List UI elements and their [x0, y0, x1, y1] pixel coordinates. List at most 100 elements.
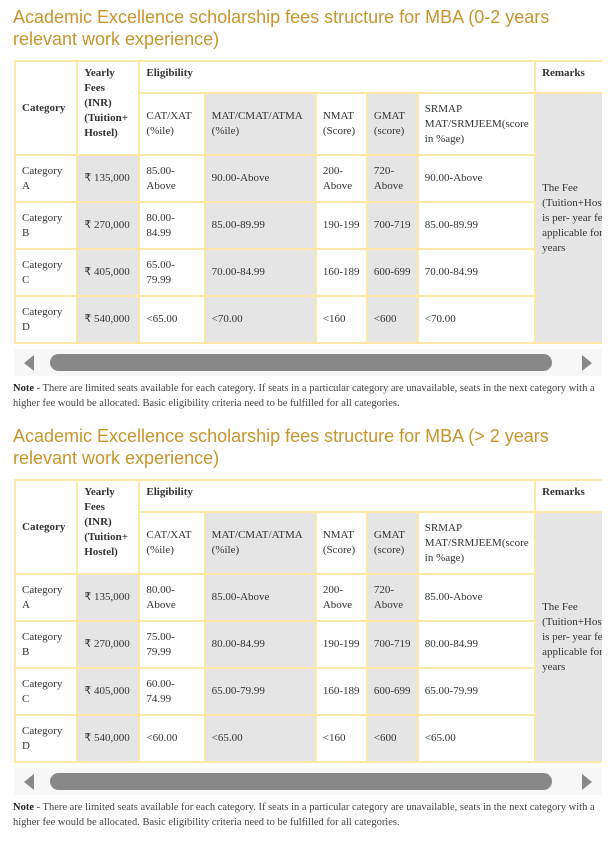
category-cell: Category D — [14, 714, 79, 763]
note-text: - There are limited seats available for … — [13, 383, 595, 409]
eligibility-cell: 90.00-Above — [203, 154, 317, 203]
subheader-cell: NMAT (Score) — [314, 92, 368, 156]
category-cell: Category A — [14, 573, 79, 622]
fee-cell: ₹ 405,000 — [76, 248, 141, 297]
eligibility-cell: 70.00-84.99 — [203, 248, 317, 297]
remarks-cell: The Fee (Tuition+Hostel) is per- year fe… — [534, 92, 602, 344]
fees-table: Category Yearly Fees (INR) (Tuition+ Host… — [14, 60, 602, 344]
subheader-cell: MAT/CMAT/ATMA (%ile) — [203, 92, 317, 156]
eligibility-cell: 85.00-Above — [416, 573, 537, 622]
eligibility-cell: <160 — [314, 714, 368, 763]
header-remarks: Remarks — [534, 479, 602, 513]
header-eligibility: Eligibility — [138, 60, 537, 94]
scroll-left-arrow-icon[interactable] — [24, 355, 34, 371]
subheader-cell: GMAT (score) — [365, 511, 419, 575]
header-row: Category Yearly Fees (INR) (Tuition+ Host… — [14, 60, 602, 156]
scrollbar-thumb[interactable] — [50, 773, 552, 790]
section-title: Academic Excellence scholarship fees str… — [13, 426, 549, 468]
subheader-cell: GMAT (score) — [365, 92, 419, 156]
fee-section: Academic Excellence scholarship fees str… — [0, 0, 616, 411]
category-cell: Category C — [14, 248, 79, 297]
eligibility-cell: 70.00-84.99 — [416, 248, 537, 297]
eligibility-cell: 85.00-Above — [203, 573, 317, 622]
eligibility-cell: 200-Above — [314, 154, 368, 203]
eligibility-cell: 190-199 — [314, 201, 368, 250]
header-category: Category — [14, 60, 79, 156]
page: Academic Excellence scholarship fees str… — [0, 0, 616, 830]
eligibility-cell: <600 — [365, 714, 419, 763]
fee-section: Academic Excellence scholarship fees str… — [0, 419, 616, 830]
eligibility-cell: 700-719 — [365, 201, 419, 250]
note-label: Note — [13, 383, 34, 394]
section-title: Academic Excellence scholarship fees str… — [13, 7, 550, 49]
eligibility-cell: 80.00-84.99 — [416, 620, 537, 669]
eligibility-cell: 80.00-84.99 — [203, 620, 317, 669]
eligibility-cell: 720-Above — [365, 154, 419, 203]
eligibility-cell: <70.00 — [416, 295, 537, 344]
eligibility-cell: 200-Above — [314, 573, 368, 622]
eligibility-cell: <160 — [314, 295, 368, 344]
eligibility-cell: 80.00-84.99 — [138, 201, 206, 250]
eligibility-cell: <65.00 — [138, 295, 206, 344]
category-cell: Category B — [14, 620, 79, 669]
category-cell: Category A — [14, 154, 79, 203]
eligibility-cell: 75.00-79.99 — [138, 620, 206, 669]
scroll-left-arrow-icon[interactable] — [24, 774, 34, 790]
horizontal-scrollbar[interactable] — [14, 349, 602, 376]
table-row: Category B ₹ 270,000 75.00-79.99 80.00-84.9… — [14, 620, 602, 669]
header-fees: Yearly Fees (INR) (Tuition+ Hostel) — [76, 60, 141, 156]
subheader-cell: CAT/XAT (%ile) — [138, 92, 206, 156]
fee-cell: ₹ 540,000 — [76, 295, 141, 344]
subheader-cell: SRMAP MAT/SRMJEEM(score in %age) — [416, 511, 537, 575]
subheader-cell: MAT/CMAT/ATMA (%ile) — [203, 511, 317, 575]
fee-cell: ₹ 270,000 — [76, 201, 141, 250]
subheader-cell: NMAT (Score) — [314, 511, 368, 575]
table-row: Category A ₹ 135,000 80.00-Above 85.00-Abov… — [14, 573, 602, 622]
table-row: Category C ₹ 405,000 60.00-74.99 65.00-79.9… — [14, 667, 602, 716]
subheader-row: CAT/XAT (%ile) MAT/CMAT/ATMA (%ile) NMAT (… — [15, 511, 602, 763]
note: Note - There are limited seats available… — [13, 381, 603, 411]
eligibility-cell: 85.00-89.99 — [203, 201, 317, 250]
eligibility-cell: <600 — [365, 295, 419, 344]
table-row: Category D ₹ 540,000 <60.00 <65.00 <160 <600 <… — [14, 714, 602, 763]
eligibility-cell: <65.00 — [416, 714, 537, 763]
scroll-right-arrow-icon[interactable] — [582, 774, 592, 790]
subheader-cell: CAT/XAT (%ile) — [138, 511, 206, 575]
scrollbar-thumb[interactable] — [50, 354, 552, 371]
fee-cell: ₹ 135,000 — [76, 573, 141, 622]
eligibility-cell: 65.00-79.99 — [203, 667, 317, 716]
eligibility-cell: 190-199 — [314, 620, 368, 669]
subheader-row: CAT/XAT (%ile) MAT/CMAT/ATMA (%ile) NMAT (… — [15, 92, 602, 344]
eligibility-cell: 85.00-89.99 — [416, 201, 537, 250]
fee-cell: ₹ 135,000 — [76, 154, 141, 203]
fee-cell: ₹ 270,000 — [76, 620, 141, 669]
table-row: Category D ₹ 540,000 <65.00 <70.00 <160 <600 <… — [14, 295, 602, 344]
category-cell: Category D — [14, 295, 79, 344]
header-eligibility: Eligibility — [138, 479, 537, 513]
note: Note - There are limited seats available… — [13, 800, 603, 830]
header-row: Category Yearly Fees (INR) (Tuition+ Host… — [14, 479, 602, 575]
eligibility-cell: 85.00-Above — [138, 154, 206, 203]
header-remarks: Remarks — [534, 60, 602, 94]
eligibility-cell: 90.00-Above — [416, 154, 537, 203]
scroll-right-arrow-icon[interactable] — [582, 355, 592, 371]
note-text: - There are limited seats available for … — [13, 802, 595, 828]
horizontal-scrollbar[interactable] — [14, 768, 602, 795]
fees-table: Category Yearly Fees (INR) (Tuition+ Host… — [14, 479, 602, 763]
eligibility-cell: 60.00-74.99 — [138, 667, 206, 716]
table-scroll-container: Category Yearly Fees (INR) (Tuition+ Host… — [14, 479, 602, 765]
table-row: Category B ₹ 270,000 80.00-84.99 85.00-89.9… — [14, 201, 602, 250]
remarks-cell: The Fee (Tuition+Hostel) is per- year fe… — [534, 511, 602, 763]
eligibility-cell: 65.00-79.99 — [138, 248, 206, 297]
subheader-cell: SRMAP MAT/SRMJEEM(score in %age) — [416, 92, 537, 156]
fee-cell: ₹ 405,000 — [76, 667, 141, 716]
eligibility-cell: 65.00-79.99 — [416, 667, 537, 716]
eligibility-cell: 160-189 — [314, 248, 368, 297]
note-label: Note — [13, 802, 34, 813]
category-cell: Category C — [14, 667, 79, 716]
eligibility-cell: <70.00 — [203, 295, 317, 344]
fee-cell: ₹ 540,000 — [76, 714, 141, 763]
table-row: Category C ₹ 405,000 65.00-79.99 70.00-84.9… — [14, 248, 602, 297]
eligibility-cell: <65.00 — [203, 714, 317, 763]
eligibility-cell: 80.00-Above — [138, 573, 206, 622]
